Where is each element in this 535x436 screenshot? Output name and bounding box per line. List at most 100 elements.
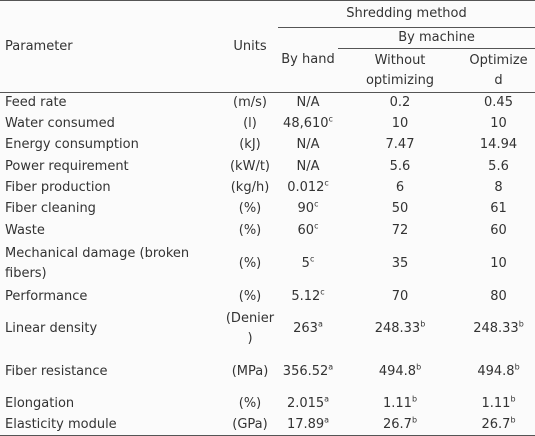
table-row: Water consumed (l) 48,610c 10 10 [0, 114, 535, 135]
row-label: Power requirement [5, 158, 129, 174]
table-cell: 35 [391, 255, 409, 271]
cell-value: 263 [293, 320, 318, 336]
cell-value: 1.11 [382, 396, 412, 411]
table-row: Feed rate (m/s) N/A 0.2 0.45 [0, 93, 535, 114]
table-cell: 5.6 [488, 158, 509, 174]
table-cell: N/A [296, 95, 320, 111]
footnote-mark: a [324, 415, 330, 425]
cell-value: 26.7 [481, 416, 511, 432]
table-cell: (%) [238, 288, 262, 304]
table-cell: 14.94 [479, 137, 518, 152]
table-cell: (%) [238, 255, 262, 271]
cell-value: 2.015 [286, 396, 325, 411]
table-cell: 5.6 [389, 158, 411, 174]
table-cell: 0.2 [389, 95, 411, 111]
footnote-mark: b [411, 415, 418, 425]
cell-value: 5 [301, 255, 310, 271]
table-row: Performance (%) 5.12c 70 80 [0, 286, 535, 308]
table-cell: 10 [391, 116, 409, 131]
table-cell: (MPa) [231, 363, 269, 379]
cell-value: 48,610 [283, 116, 329, 131]
table-cell: N/A [296, 137, 320, 152]
cell-value: 90 [297, 201, 315, 216]
subgroup-header: By machine [338, 27, 535, 49]
table-cell: 5c [278, 242, 338, 286]
table-cell: 0.45 [484, 95, 513, 111]
footnote-mark: c [324, 178, 329, 188]
table-cell: 90c [278, 199, 338, 220]
row-label: Fiber resistance [5, 363, 108, 379]
footnote-mark: b [420, 319, 426, 329]
table-cell: 80 [490, 288, 507, 304]
table-cell: 8 [494, 180, 503, 195]
table-cell: (kJ) [239, 137, 261, 152]
row-label: Performance [5, 288, 88, 304]
row-label: Linear density [5, 320, 98, 336]
cell-value: 26.7 [382, 416, 412, 432]
table-cell: 10 [490, 255, 507, 271]
footnote-mark: a [317, 319, 323, 329]
table-cell: 26.7b [462, 414, 535, 436]
header-cell: By hand [278, 27, 338, 93]
table-cell: 494.8b [338, 350, 462, 394]
footnote-mark: c [328, 114, 333, 124]
table-row: Linear density (Denier) 263a 248.33b 248.33b [0, 308, 535, 350]
header-cell: Units [222, 0, 278, 93]
table-cell: (kW/t) [229, 158, 270, 174]
cell-value: 494.8 [477, 363, 515, 379]
table-cell: (%) [238, 222, 262, 238]
table-cell: (GPa) [222, 414, 278, 436]
table-cell: (l) [243, 116, 257, 131]
footnote-mark: c [314, 221, 319, 231]
table-cell: 70 [391, 288, 409, 304]
row-label: Feed rate [5, 95, 67, 111]
row-label: Mechanical damage (broken fibers) [5, 245, 190, 281]
footnote-mark: c [309, 254, 315, 264]
table-cell: 61 [490, 201, 507, 216]
table-cell: N/A [296, 158, 320, 174]
table-cell: 494.8b [462, 350, 535, 394]
cell-value: 17.89 [286, 416, 325, 432]
table-cell: 26.7b [338, 414, 462, 436]
footnote-mark: c [314, 199, 319, 209]
footnote-mark: b [416, 362, 422, 372]
table-cell: (Denier) [225, 310, 275, 346]
row-label: Energy consumption [5, 137, 139, 152]
cell-value: 356.52 [282, 363, 329, 379]
row-label: Water consumed [5, 116, 115, 131]
table-cell: (kg/h) [230, 180, 270, 195]
table-cell: 17.89a [278, 414, 338, 436]
table-cell: 2.015a [278, 394, 338, 415]
cell-value: 494.8 [378, 363, 417, 379]
table-cell: 6 [395, 180, 405, 195]
table-row: Fiber cleaning (%) 90c 50 61 [0, 199, 535, 220]
row-label: Waste [5, 222, 45, 238]
table-row: Mechanical damage (broken fibers) (%) 5c 35… [0, 242, 535, 286]
table-row: Waste (%) 60c 72 60 [0, 220, 535, 242]
footnote-mark: b [411, 394, 418, 404]
table-cell: 10 [490, 116, 507, 131]
table-row: Power requirement (kW/t) N/A 5.6 5.6 [0, 156, 535, 178]
table-cell: (m/s) [233, 95, 267, 111]
row-label: Elasticity module [0, 414, 222, 436]
table-cell: 5.12c [278, 286, 338, 308]
header-cell: Without optimizing [338, 48, 462, 93]
row-label: Elongation [5, 396, 75, 411]
table-row: Elongation (%) 2.015a 1.11b 1.11b [0, 394, 535, 415]
table-cell: 0.012c [278, 178, 338, 199]
cell-value: 1.11 [481, 396, 511, 411]
table-cell: 1.11b [462, 394, 535, 415]
table-cell: 48,610c [278, 114, 338, 135]
footnote-mark: a [324, 394, 330, 404]
cell-value: 5.12 [291, 288, 321, 304]
table-cell: 7.47 [385, 137, 415, 152]
table-cell: 248.33b [338, 308, 462, 350]
cell-value: 60 [297, 222, 315, 238]
table-cell: 263a [278, 308, 338, 350]
header-cell: Parameter [0, 0, 222, 93]
group-header: Shredding method [278, 0, 535, 28]
table-cell: 248.33b [462, 308, 535, 350]
footnote-mark: a [328, 362, 334, 372]
